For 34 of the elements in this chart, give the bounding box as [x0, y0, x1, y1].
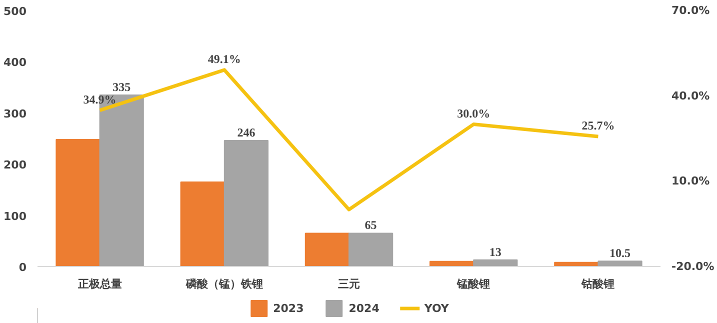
- data-label: 335: [112, 80, 131, 94]
- y-tick-label: 100: [4, 210, 27, 223]
- bar: [56, 139, 100, 266]
- x-tick-label: 锰酸锂: [456, 278, 490, 290]
- bar: [224, 140, 269, 266]
- y2-tick-label: 70.0%: [672, 4, 710, 17]
- y2-tick-label: 10.0%: [672, 174, 710, 188]
- y2-tick-label: -20.0%: [672, 260, 714, 273]
- bar: [473, 259, 518, 266]
- y2-tick-label: 40.0%: [672, 89, 710, 102]
- legend-label: YOY: [424, 302, 449, 314]
- y-tick-label: 500: [4, 5, 27, 18]
- y-tick-label: 0: [18, 261, 27, 274]
- y-tick-label: 300: [4, 107, 27, 120]
- bar: [304, 232, 350, 266]
- bar: [348, 232, 394, 266]
- bar: [180, 182, 225, 266]
- data-label: 10.5: [610, 246, 631, 260]
- y-tick-label: 200: [4, 158, 27, 172]
- bar: [598, 260, 642, 266]
- data-label: 13: [489, 244, 502, 259]
- data-label: 65: [364, 218, 377, 232]
- x-tick-label: 正极总量: [76, 278, 122, 290]
- data-label: 25.7%: [582, 118, 615, 133]
- x-tick-label: 钴酸锂: [580, 278, 615, 290]
- data-label: 49.1%: [208, 52, 241, 66]
- data-label: 34.9%: [83, 92, 116, 106]
- data-label: 246: [237, 126, 256, 140]
- x-tick-label: 磷酸（锰）铁锂: [184, 278, 263, 290]
- legend-label: 2023: [273, 302, 304, 314]
- data-label: 30.0%: [457, 106, 490, 120]
- x-tick-label: 三元: [338, 278, 360, 290]
- legend-label: 2024: [348, 302, 380, 314]
- y-tick-label: 400: [4, 56, 27, 70]
